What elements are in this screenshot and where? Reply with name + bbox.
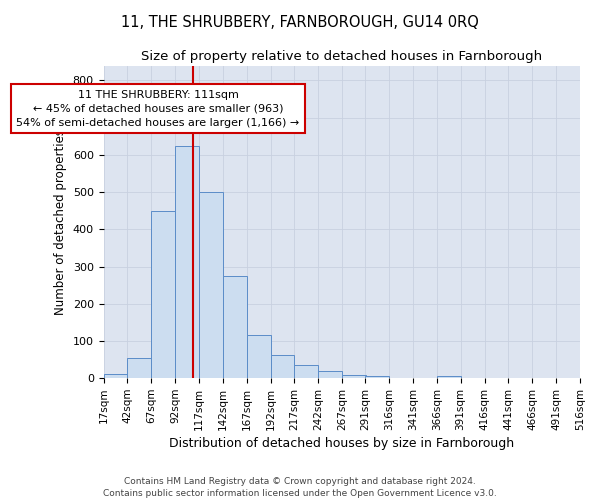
- Bar: [151, 210, 175, 378]
- Title: Size of property relative to detached houses in Farnborough: Size of property relative to detached ho…: [141, 50, 542, 63]
- Text: 11 THE SHRUBBERY: 111sqm
← 45% of detached houses are smaller (963)
54% of semi-: 11 THE SHRUBBERY: 111sqm ← 45% of detach…: [16, 90, 299, 128]
- Bar: [127, 358, 151, 378]
- Text: 11, THE SHRUBBERY, FARNBOROUGH, GU14 0RQ: 11, THE SHRUBBERY, FARNBOROUGH, GU14 0RQ: [121, 15, 479, 30]
- X-axis label: Distribution of detached houses by size in Farnborough: Distribution of detached houses by size …: [169, 437, 514, 450]
- Bar: [247, 334, 271, 378]
- Bar: [319, 371, 342, 378]
- Y-axis label: Number of detached properties: Number of detached properties: [54, 129, 67, 315]
- Bar: [437, 376, 461, 378]
- Bar: [175, 146, 199, 378]
- Bar: [271, 355, 295, 378]
- Bar: [295, 365, 319, 378]
- Bar: [342, 375, 366, 378]
- Bar: [104, 374, 127, 378]
- Bar: [199, 192, 223, 378]
- Bar: [223, 276, 247, 378]
- Text: Contains HM Land Registry data © Crown copyright and database right 2024.
Contai: Contains HM Land Registry data © Crown c…: [103, 476, 497, 498]
- Bar: [365, 376, 389, 378]
